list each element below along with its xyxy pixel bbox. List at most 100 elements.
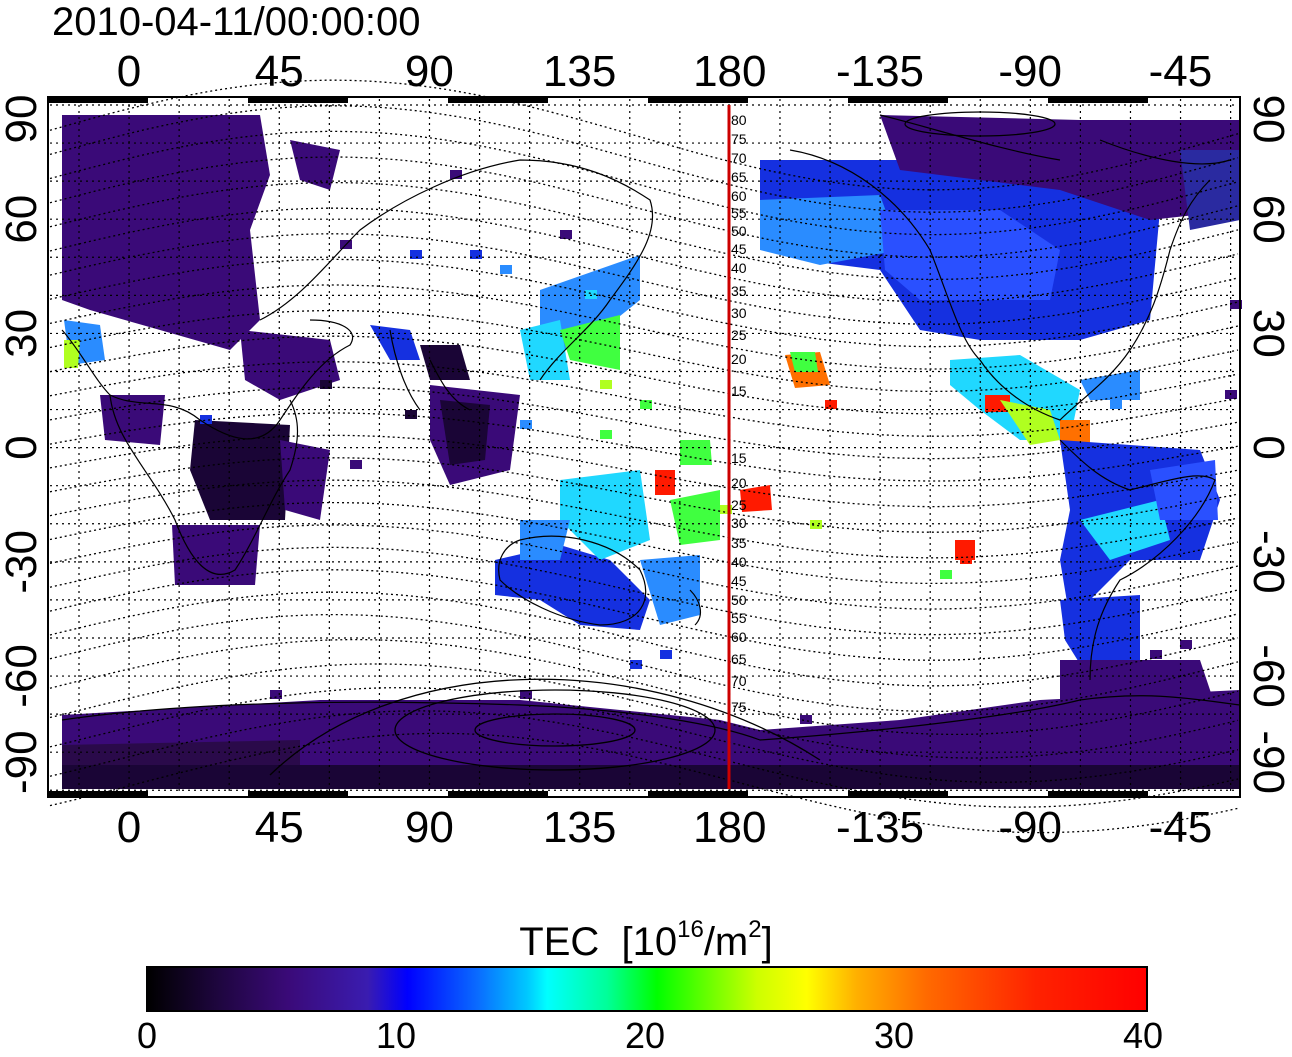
tec-patch xyxy=(290,140,340,190)
south-mag-pole-contour xyxy=(269,678,821,776)
tec-patch xyxy=(1060,420,1090,445)
maglat-curve xyxy=(49,309,1239,393)
colorbar-unit-prefix: [10 xyxy=(621,920,678,964)
frame-tick-bar xyxy=(248,791,348,797)
frame-tick-bar xyxy=(648,791,748,797)
lat-tick-left: 30 xyxy=(0,309,46,358)
lon-tick-bottom: 0 xyxy=(117,803,141,852)
colorbar-title-label: TEC xyxy=(519,920,600,964)
lon-tick-top: -90 xyxy=(998,47,1062,96)
maglat-label: 30 xyxy=(731,305,747,321)
maglat-curve xyxy=(49,546,1239,636)
lon-tick-top: 180 xyxy=(693,47,766,96)
colorbar-title: TEC [1016/m2] xyxy=(0,906,1292,966)
tec-patch xyxy=(100,395,165,445)
tec-cell xyxy=(690,445,702,454)
tec-patch xyxy=(1000,400,1060,445)
lon-tick-bottom: 45 xyxy=(255,803,304,852)
tec-patch xyxy=(560,470,650,560)
lat-tick-left: -90 xyxy=(0,730,46,794)
lon-tick-top: -135 xyxy=(836,47,924,96)
tec-cell xyxy=(810,520,822,529)
frame-tick-bar xyxy=(848,791,948,797)
tec-patch xyxy=(790,352,818,372)
tec-cell xyxy=(630,660,642,669)
maglat-curve xyxy=(49,501,1239,585)
tec-patch xyxy=(880,210,1060,300)
lat-tick-right: -30 xyxy=(1244,530,1292,594)
tec-cell xyxy=(1110,400,1122,409)
lon-tick-bottom: 180 xyxy=(693,803,766,852)
maglat-curve xyxy=(49,105,1239,213)
lon-tick-top: -45 xyxy=(1149,47,1213,96)
tec-patch xyxy=(670,490,720,545)
tec-cell xyxy=(200,415,212,424)
lon-tick-top: 90 xyxy=(405,47,454,96)
colorbar-tick-20: 20 xyxy=(624,1015,666,1056)
tec-cell xyxy=(470,250,482,259)
bottom-longitude-labels: 0 45 90 135 180 -135 -90 -45 xyxy=(117,803,1212,852)
colorbar-tick-30: 30 xyxy=(873,1015,915,1056)
tec-cell xyxy=(1150,650,1162,659)
maglat-curve xyxy=(49,335,1239,415)
maglat-label: 65 xyxy=(731,169,747,185)
lon-tick-bottom: -45 xyxy=(1149,803,1213,852)
tec-patch xyxy=(655,470,675,495)
top-longitude-labels: 0 45 90 135 180 -135 -90 -45 xyxy=(117,47,1212,96)
tec-patch xyxy=(420,345,470,380)
maglat-curve xyxy=(49,687,1239,783)
maglat-label: 80 xyxy=(731,112,747,128)
maglat-label: 35 xyxy=(731,535,747,551)
colorbar-unit-exp2: 2 xyxy=(748,916,762,943)
tec-data-layer xyxy=(62,115,1242,789)
tec-patch xyxy=(640,555,700,625)
coastline xyxy=(259,159,654,381)
colorbar xyxy=(146,966,1148,1012)
maglat-label: 20 xyxy=(731,351,747,367)
tec-cell xyxy=(585,290,597,299)
maglat-curve xyxy=(49,156,1239,258)
tec-cell xyxy=(520,420,532,429)
tec-cell xyxy=(1230,300,1242,309)
coastline xyxy=(61,695,1241,741)
maglat-curve xyxy=(49,258,1239,348)
maglat-label: 40 xyxy=(731,260,747,276)
maglat-label: 50 xyxy=(731,223,747,239)
maglat-curve xyxy=(49,457,1239,533)
lon-tick-bottom: 135 xyxy=(543,803,616,852)
tec-patch xyxy=(64,340,80,368)
tec-patch xyxy=(190,420,290,520)
maglat-label: 55 xyxy=(731,610,747,626)
lon-tick-bottom: -90 xyxy=(998,803,1062,852)
map-frame xyxy=(47,96,1241,798)
maglat-label: 50 xyxy=(731,592,747,608)
tec-patch xyxy=(760,195,900,265)
tec-patch xyxy=(1150,460,1218,520)
lon-tick-top: 0 xyxy=(117,47,141,96)
colorbar-unit-suffix: ] xyxy=(761,920,773,964)
tec-cell xyxy=(350,460,362,469)
lon-tick-top: 45 xyxy=(255,47,304,96)
coastline xyxy=(498,535,647,626)
tec-cell xyxy=(520,690,532,699)
tec-cell xyxy=(410,250,422,259)
south-mag-pole-contour xyxy=(474,713,636,747)
lon-tick-bottom: -135 xyxy=(836,803,924,852)
lat-tick-right: 0 xyxy=(1244,435,1292,459)
frame-tick-bar xyxy=(248,97,348,103)
maglat-curve xyxy=(49,412,1239,482)
tec-patch xyxy=(985,395,1010,412)
maglat-label: 60 xyxy=(731,629,747,645)
frame-tick-bar xyxy=(448,97,548,103)
lat-tick-right: -60 xyxy=(1244,644,1292,708)
frame-tick-bar xyxy=(848,97,948,103)
tec-cell xyxy=(940,570,952,579)
tec-cell xyxy=(960,555,972,564)
coastline xyxy=(389,329,471,411)
maglat-curve xyxy=(49,710,1239,808)
colorbar-unit-exp: 16 xyxy=(677,916,704,943)
tec-cell xyxy=(600,380,612,389)
maglat-curve xyxy=(49,591,1239,687)
maglat-curve xyxy=(49,130,1239,236)
frame-tick-bar xyxy=(648,97,748,103)
